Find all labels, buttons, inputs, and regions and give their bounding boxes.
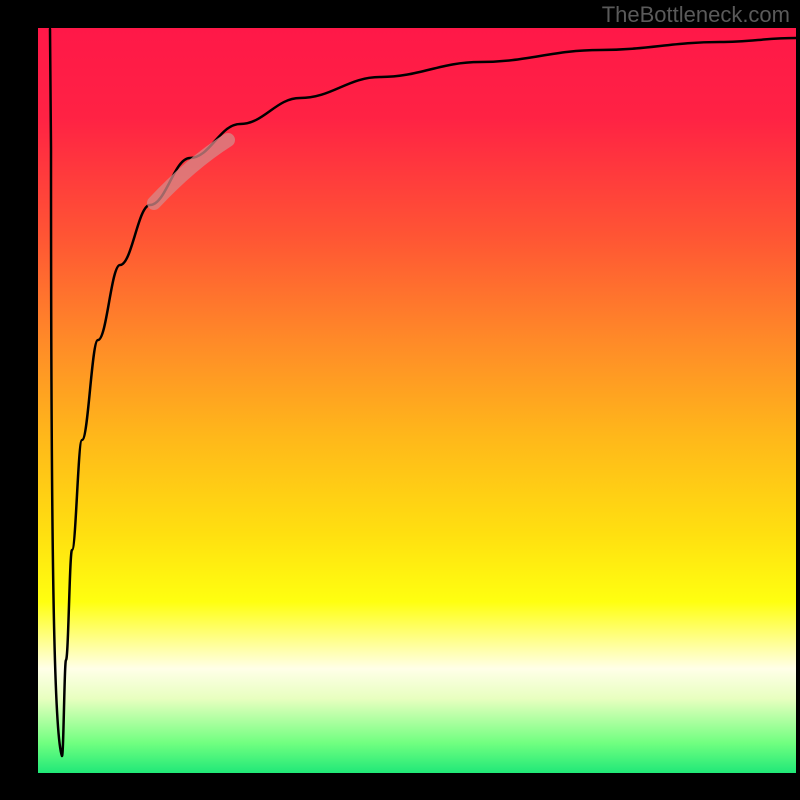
- plot-area: [38, 28, 796, 773]
- attribution-text: TheBottleneck.com: [602, 2, 790, 28]
- chart-container: TheBottleneck.com: [0, 0, 800, 800]
- bottleneck-chart: [0, 0, 800, 800]
